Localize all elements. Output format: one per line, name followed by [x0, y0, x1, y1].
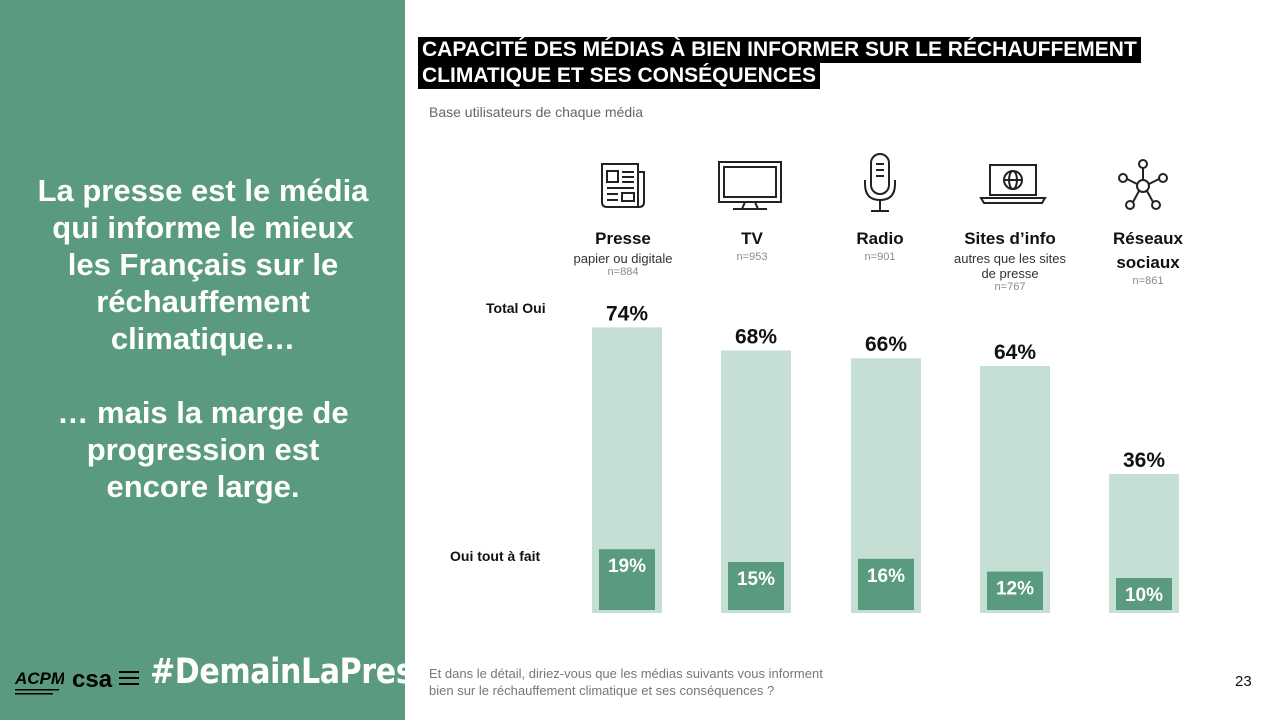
headline-line: encore large. — [106, 469, 300, 504]
series-label-tout: Oui tout à fait — [450, 548, 541, 564]
acpm-logo: ACPM — [14, 669, 64, 695]
svg-text:ACPM: ACPM — [14, 669, 64, 688]
chart-title-line: CLIMATIQUE ET SES CONSÉQUENCES — [418, 63, 820, 89]
headline-line: les Français sur le — [67, 247, 339, 282]
category-name: TV — [741, 229, 763, 248]
category-base: n=767 — [994, 281, 1026, 293]
headline-line: … mais la marge de — [57, 395, 349, 430]
category-detail: papier ou digitale — [573, 251, 673, 266]
laptop-globe-icon — [979, 164, 1047, 204]
chart-title: CAPACITÉ DES MÉDIAS À BIEN INFORMER SUR … — [418, 37, 1141, 89]
hashtag: #DemainLaPresse — [150, 652, 451, 692]
footnote: Et dans le détail, diriez-vous que les m… — [429, 665, 899, 699]
headline-line: climatique… — [110, 321, 296, 356]
category-label-tv: TV n=953 — [677, 227, 827, 264]
category-name: Radio — [856, 229, 904, 248]
footnote-line: bien sur le réchauffement climatique et … — [429, 683, 775, 698]
category-label-sites: Sites d’info autres que les sites de pre… — [935, 227, 1085, 294]
category-base: n=953 — [736, 251, 768, 263]
svg-text:csa: csa — [72, 666, 113, 693]
chart-title-line: CAPACITÉ DES MÉDIAS À BIEN INFORMER SUR … — [418, 37, 1141, 63]
bar-tout — [858, 558, 914, 610]
microphone-icon — [864, 153, 896, 212]
page-number: 23 — [1235, 673, 1252, 690]
value-label-tout: 15% — [737, 569, 775, 590]
headline: La presse est le média qui informe le mi… — [14, 172, 392, 505]
value-label-tout: 10% — [1125, 585, 1163, 606]
value-label-tout: 16% — [867, 566, 905, 587]
tv-icon — [718, 161, 782, 210]
footnote-line: Et dans le détail, diriez-vous que les m… — [429, 666, 823, 681]
newspaper-icon — [601, 163, 645, 208]
chart-subtitle: Base utilisateurs de chaque média — [429, 104, 644, 120]
category-name: Réseaux sociaux — [1113, 229, 1183, 272]
category-base: n=884 — [607, 266, 639, 278]
headline-line: La presse est le média — [37, 173, 369, 208]
category-label-reseaux: Réseaux sociaux n=861 — [1073, 227, 1223, 288]
category-base: n=861 — [1132, 275, 1164, 287]
value-label-total: 68% — [735, 326, 777, 349]
category-name: Presse — [595, 229, 651, 248]
series-label-total: Total Oui — [486, 300, 546, 316]
value-label-total: 66% — [865, 333, 907, 356]
category-base: n=901 — [864, 251, 896, 263]
value-label-tout: 19% — [608, 556, 646, 577]
bar-tout — [987, 571, 1043, 610]
headline-line: progression est — [86, 432, 320, 467]
headline-line: réchauffement — [96, 284, 310, 319]
footer-logos: ACPM csa #DemainLaPresse — [0, 650, 451, 720]
csa-logo: csa — [72, 666, 139, 693]
category-label-presse: Presse papier ou digitale n=884 — [548, 227, 698, 279]
category-detail: autres que les sites de presse — [953, 251, 1066, 281]
bar-tout — [728, 562, 784, 610]
headline-line: qui informe le mieux — [52, 210, 354, 245]
value-label-total: 74% — [606, 302, 648, 325]
left-panel: La presse est le média qui informe le mi… — [0, 0, 451, 720]
value-label-total: 64% — [994, 341, 1036, 364]
value-label-total: 36% — [1123, 449, 1165, 472]
bar-tout — [599, 549, 655, 610]
category-label-radio: Radio n=901 — [805, 227, 955, 264]
network-icon — [1118, 159, 1168, 210]
bar-tout — [1116, 578, 1172, 610]
category-name: Sites d’info — [964, 229, 1056, 248]
value-label-tout: 12% — [996, 579, 1034, 600]
